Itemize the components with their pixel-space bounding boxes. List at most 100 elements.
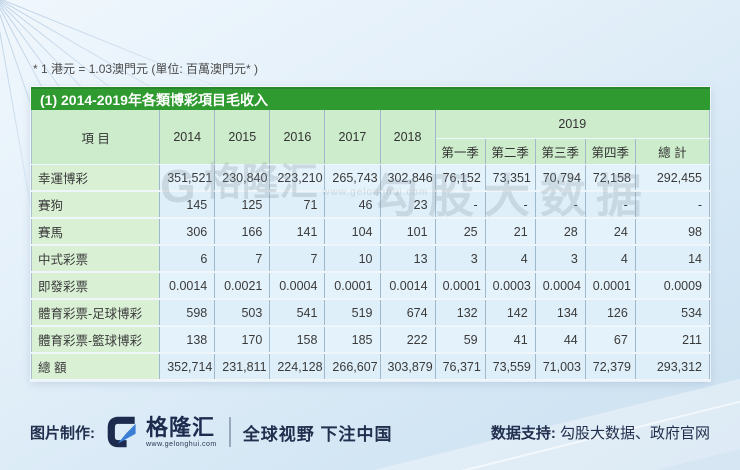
value-cell: 351,521: [159, 164, 216, 192]
value-cell: 25: [435, 218, 486, 246]
col-header-2015: 2015: [214, 110, 271, 165]
value-cell: 125: [214, 191, 271, 219]
data-support-label: 数据支持:: [490, 424, 556, 442]
value-cell: 0.0004: [535, 272, 586, 300]
made-by-label: 图片制作:: [30, 424, 95, 442]
value-cell: 230,840: [214, 164, 271, 192]
value-cell: 0.0014: [380, 272, 436, 300]
table-row: 體育彩票-足球博彩 598 503 541 519 674 132 142 13…: [31, 299, 711, 327]
value-cell: 145: [159, 191, 216, 219]
row-label: 體育彩票-足球博彩: [31, 299, 161, 327]
value-cell: 0.0014: [159, 272, 216, 300]
value-cell: 674: [380, 299, 436, 327]
value-cell: 0.0004: [269, 272, 326, 300]
value-cell: 0.0001: [435, 272, 486, 300]
value-cell: 0.0003: [485, 272, 536, 300]
col-header-2017: 2017: [324, 110, 381, 165]
row-label: 總 額: [31, 353, 161, 381]
table-row: 中式彩票 6 7 7 10 13 3 4 3 4 14: [31, 245, 711, 273]
revenue-table-block: (1) 2014-2019年各類博彩項目毛收入 項 目 2014 2015 20…: [31, 87, 711, 381]
row-label: 中式彩票: [31, 245, 161, 273]
table-row: 賽狗 145 125 71 46 23 - - - - -: [31, 191, 711, 219]
value-cell: -: [585, 191, 636, 219]
col-header-2018: 2018: [380, 110, 436, 165]
value-cell: 126: [585, 299, 636, 327]
value-cell: 503: [214, 299, 271, 327]
value-cell: 266,607: [324, 353, 381, 381]
value-cell: 142: [485, 299, 536, 327]
table-row: 幸運博彩 351,521 230,840 223,210 265,743 302…: [31, 164, 711, 192]
value-cell: 72,379: [585, 353, 636, 381]
value-cell: 4: [485, 245, 536, 273]
col-header-q2: 第二季: [485, 138, 536, 165]
value-cell: 141: [269, 218, 326, 246]
revenue-table: 項 目 2014 2015 2016 2017 2018 2019 第一季 第二…: [31, 110, 711, 381]
value-cell: 13: [380, 245, 436, 273]
value-cell: 352,714: [159, 353, 216, 381]
value-cell: 3: [535, 245, 586, 273]
value-cell: 73,559: [485, 353, 536, 381]
value-cell: 76,152: [435, 164, 486, 192]
gelonghui-g-icon: [107, 416, 136, 448]
footer-slogan: 全球视野 下注中国: [242, 424, 393, 444]
value-cell: 7: [269, 245, 326, 273]
value-cell: 71,003: [535, 353, 586, 381]
value-cell: 73,351: [485, 164, 536, 192]
value-cell: 4: [585, 245, 636, 273]
table-row: 即發彩票 0.0014 0.0021 0.0004 0.0001 0.0014 …: [31, 272, 711, 300]
value-cell: 265,743: [324, 164, 381, 192]
exchange-rate-note: * 1 港元 = 1.03澳門元 (單位: 百萬澳門元* ): [33, 62, 259, 76]
value-cell: -: [485, 191, 536, 219]
value-cell: 231,811: [214, 353, 271, 381]
value-cell: 0.0021: [214, 272, 271, 300]
value-cell: 134: [535, 299, 586, 327]
col-header-item: 項 目: [31, 110, 161, 165]
value-cell: 23: [380, 191, 436, 219]
value-cell: 6: [159, 245, 216, 273]
value-cell: 132: [435, 299, 486, 327]
value-cell: 59: [435, 326, 486, 354]
value-cell: 7: [214, 245, 271, 273]
value-cell: 70,794: [535, 164, 586, 192]
col-header-total: 總 計: [635, 138, 711, 165]
value-cell: 158: [269, 326, 326, 354]
value-cell: 101: [380, 218, 436, 246]
value-cell: 302,846: [380, 164, 436, 192]
logo-url: www.gelonghui.com: [146, 440, 217, 448]
value-cell: 0.0001: [585, 272, 636, 300]
value-cell: 14: [635, 245, 711, 273]
row-label: 賽狗: [31, 191, 161, 219]
value-cell: 44: [535, 326, 586, 354]
value-cell: 72,158: [585, 164, 636, 192]
value-cell: 0.0001: [324, 272, 381, 300]
value-cell: 21: [485, 218, 536, 246]
value-cell: 166: [214, 218, 271, 246]
value-cell: 28: [535, 218, 586, 246]
value-cell: -: [435, 191, 486, 219]
footer-divider: [228, 417, 231, 447]
value-cell: 222: [380, 326, 436, 354]
logo-name: 格隆汇: [146, 414, 216, 440]
data-support-value: 勾股大数据、政府官网: [559, 425, 710, 442]
value-cell: 211: [635, 326, 711, 354]
table-title: (1) 2014-2019年各類博彩項目毛收入: [31, 87, 710, 110]
value-cell: 292,455: [635, 164, 711, 192]
col-group-2019: 2019: [435, 110, 711, 139]
col-header-q3: 第三季: [535, 138, 586, 165]
value-cell: 3: [435, 245, 486, 273]
value-cell: 71: [269, 191, 326, 219]
value-cell: 0.0009: [635, 272, 711, 300]
value-cell: 104: [324, 218, 381, 246]
footer: 图片制作: 格隆汇 www.gelonghui.com 全球视野 下注中国 数据…: [0, 404, 740, 460]
value-cell: 98: [635, 218, 711, 246]
row-label: 即發彩票: [31, 272, 161, 300]
value-cell: 223,210: [269, 164, 326, 192]
row-label: 幸運博彩: [31, 164, 161, 192]
value-cell: 185: [324, 326, 381, 354]
table-row: 賽馬 306 166 141 104 101 25 21 28 24 98: [31, 218, 711, 246]
value-cell: 303,879: [380, 353, 436, 381]
col-header-q4: 第四季: [585, 138, 636, 165]
value-cell: 306: [159, 218, 216, 246]
value-cell: 46: [324, 191, 381, 219]
